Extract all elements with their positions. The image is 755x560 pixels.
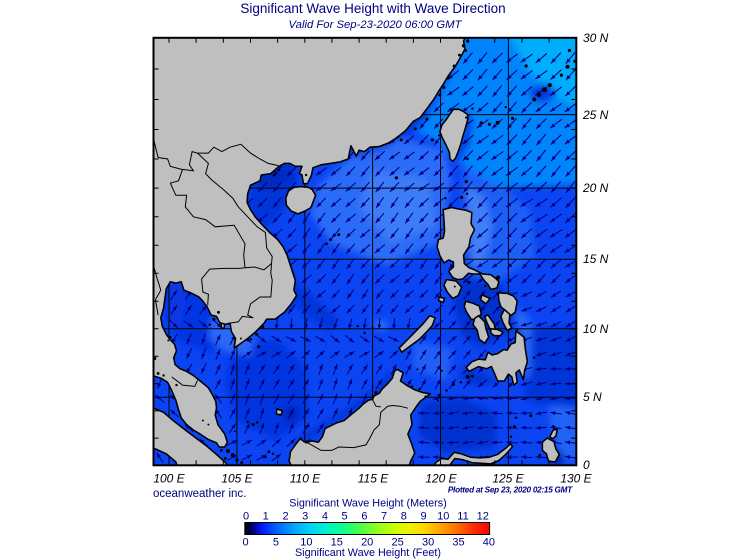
svg-text:5: 5 [273, 537, 279, 549]
svg-text:20: 20 [361, 537, 373, 549]
svg-text:0: 0 [583, 458, 590, 472]
svg-text:5 N: 5 N [583, 390, 602, 404]
svg-text:40: 40 [483, 537, 495, 549]
svg-text:115 E: 115 E [358, 472, 389, 486]
svg-text:125 E: 125 E [492, 472, 524, 486]
svg-text:105 E: 105 E [221, 472, 253, 486]
svg-text:Significant Wave Height with W: Significant Wave Height with Wave Direct… [240, 1, 505, 16]
svg-text:25 N: 25 N [582, 108, 609, 122]
svg-text:2: 2 [282, 511, 288, 523]
svg-text:10: 10 [300, 537, 312, 549]
svg-text:25: 25 [391, 537, 403, 549]
svg-text:130 E: 130 E [560, 472, 592, 486]
svg-text:0: 0 [243, 511, 249, 523]
svg-text:5: 5 [342, 511, 348, 523]
svg-text:0: 0 [242, 537, 248, 549]
svg-text:110 E: 110 E [290, 472, 321, 486]
svg-text:12: 12 [477, 511, 489, 523]
svg-text:15 N: 15 N [583, 252, 609, 266]
svg-text:Plotted at Sep 23, 2020 02:15: Plotted at Sep 23, 2020 02:15 GMT [448, 486, 573, 495]
svg-text:30: 30 [422, 537, 434, 549]
svg-text:15: 15 [331, 537, 343, 549]
svg-text:3: 3 [302, 511, 308, 523]
svg-text:8: 8 [401, 511, 407, 523]
svg-text:Significant Wave Height (Meter: Significant Wave Height (Meters) [289, 498, 446, 510]
svg-text:11: 11 [457, 511, 468, 523]
svg-text:Significant Wave Height (Feet): Significant Wave Height (Feet) [295, 547, 441, 559]
svg-text:7: 7 [381, 511, 387, 523]
svg-text:10 N: 10 N [583, 322, 609, 336]
svg-text:1: 1 [263, 511, 269, 523]
svg-text:120 E: 120 E [425, 472, 457, 486]
svg-text:Valid For Sep-23-2020 06:00 GM: Valid For Sep-23-2020 06:00 GMT [289, 19, 463, 31]
svg-text:oceanweather inc.: oceanweather inc. [153, 488, 246, 500]
svg-text:10: 10 [437, 511, 449, 523]
svg-text:100 E: 100 E [153, 472, 185, 486]
svg-text:30 N: 30 N [583, 31, 609, 45]
svg-text:6: 6 [361, 511, 367, 523]
svg-text:20 N: 20 N [582, 181, 609, 195]
svg-text:35: 35 [452, 537, 464, 549]
svg-text:9: 9 [421, 511, 427, 523]
svg-text:4: 4 [322, 511, 328, 523]
